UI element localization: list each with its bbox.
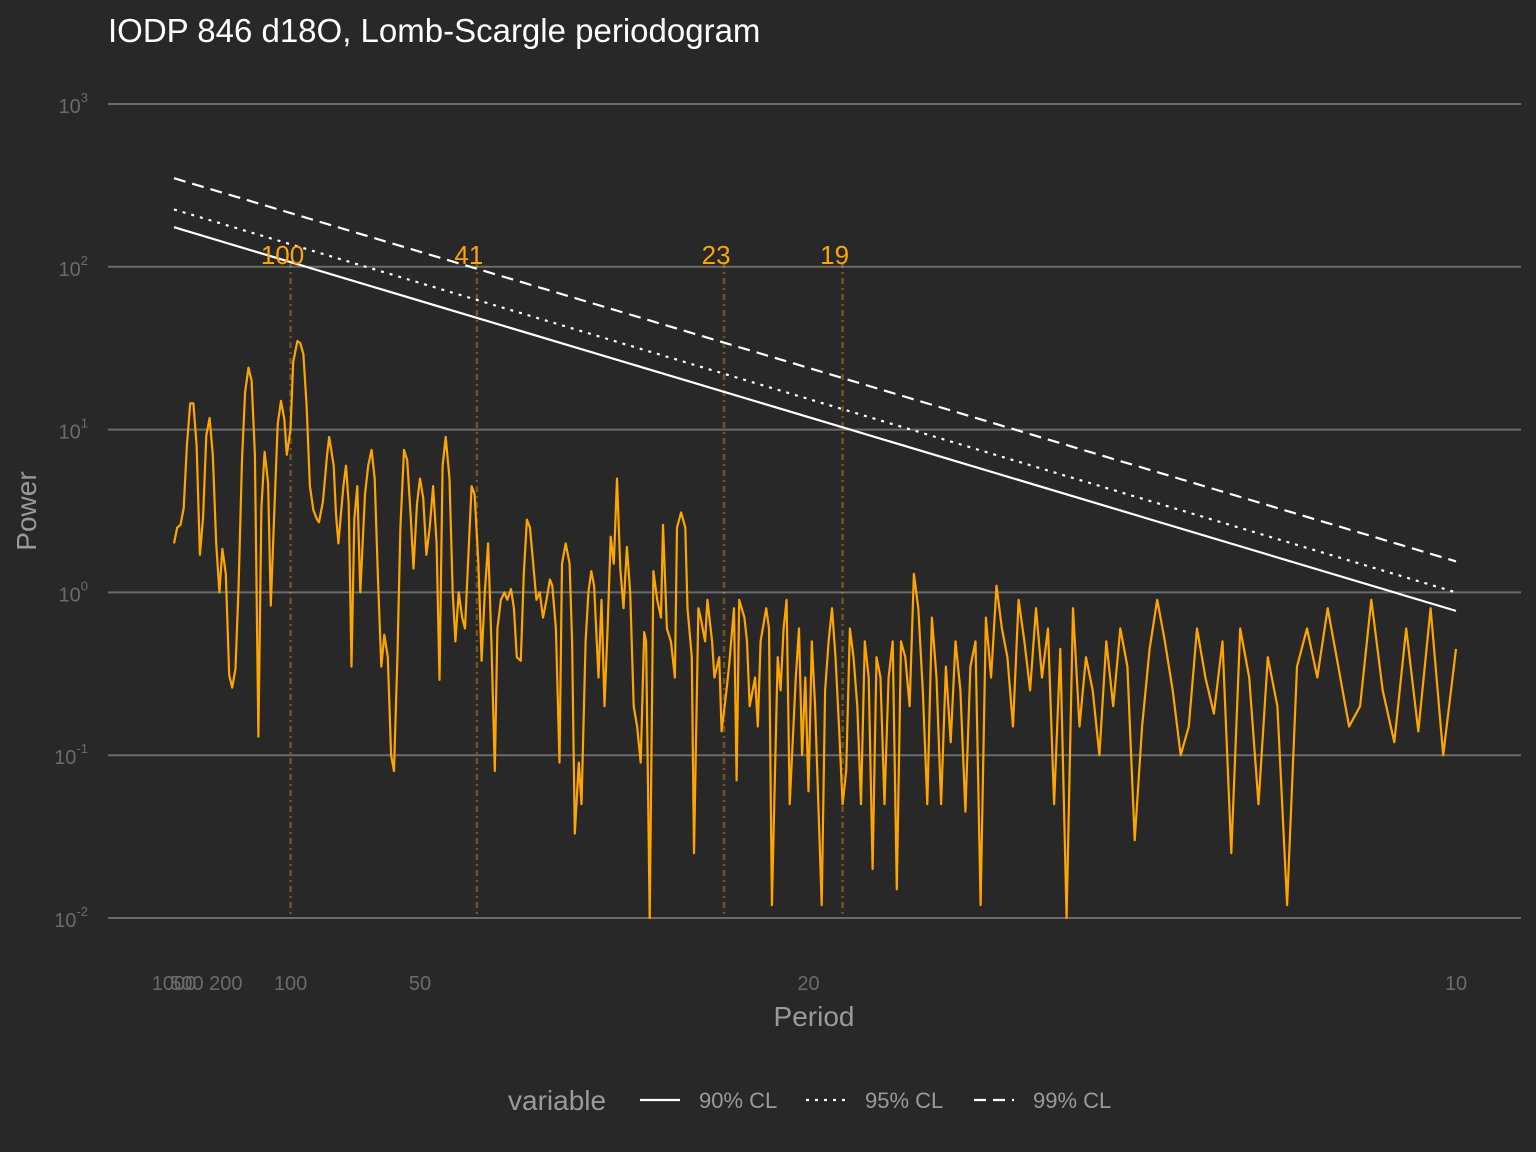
grid-lines [108, 103, 1521, 919]
legend-label: 99% CL [1033, 1088, 1111, 1113]
x-axis-label: Period [774, 1001, 855, 1032]
y-axis-label: Power [11, 471, 42, 550]
confidence-line [173, 177, 1457, 563]
period-annotation: 100 [261, 240, 304, 270]
period-annotation: 41 [454, 240, 483, 270]
y-tick-label: 10-1 [54, 741, 88, 769]
x-tick-label: 100 [274, 973, 307, 995]
chart-title: IODP 846 d18O, Lomb-Scargle periodogram [108, 12, 760, 49]
x-tick-label: 1000 [152, 973, 197, 995]
y-axis-ticks: 10-2 10-1 100 101 102 103 [54, 90, 88, 932]
x-tick-label: 200 [209, 973, 242, 995]
y-tick-label: 102 [59, 253, 88, 281]
x-tick-label: 10 [1445, 973, 1467, 995]
legend-label: 95% CL [865, 1088, 943, 1113]
y-tick-label: 10-2 [54, 904, 88, 932]
confidence-line [173, 208, 1457, 594]
x-tick-label: 50 [409, 973, 431, 995]
y-tick-label: 100 [59, 578, 88, 606]
spectrum-series [172, 339, 1458, 920]
legend-title: variable [508, 1085, 606, 1116]
period-annotation: 23 [702, 240, 731, 270]
legend: variable 90% CL 95% CL 99% CL [508, 1085, 1111, 1116]
legend-label: 90% CL [699, 1088, 777, 1113]
confidence-line [173, 226, 1457, 612]
period-annotations: 100 41 23 19 [261, 240, 849, 270]
y-tick-label: 101 [59, 416, 88, 444]
x-tick-label: 500 [170, 973, 203, 995]
period-markers [289, 262, 844, 918]
confidence-lines [173, 177, 1457, 612]
spectrum-line [172, 339, 1458, 920]
x-tick-label: 20 [797, 973, 819, 995]
y-tick-label: 103 [59, 90, 88, 118]
period-annotation: 19 [820, 240, 849, 270]
